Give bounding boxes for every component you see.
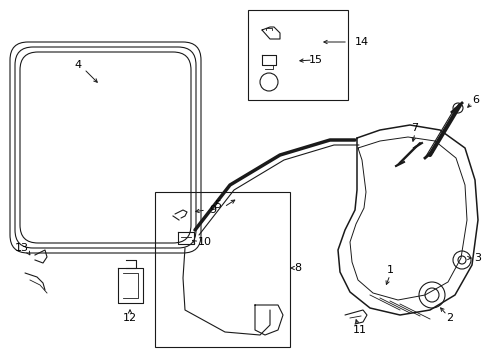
Text: 13: 13 <box>15 243 29 253</box>
Text: 6: 6 <box>471 95 479 105</box>
Text: 9: 9 <box>209 205 216 215</box>
Text: 1: 1 <box>386 265 393 275</box>
Text: 8: 8 <box>294 263 301 273</box>
Text: 11: 11 <box>352 325 366 335</box>
Text: 7: 7 <box>410 123 418 133</box>
Text: 3: 3 <box>473 253 481 263</box>
Text: 5: 5 <box>214 200 221 210</box>
Text: 12: 12 <box>122 313 137 323</box>
Text: 14: 14 <box>354 37 368 47</box>
Text: 10: 10 <box>198 237 212 247</box>
Text: 2: 2 <box>446 313 453 323</box>
Text: 4: 4 <box>74 60 81 70</box>
Text: 15: 15 <box>308 55 323 65</box>
